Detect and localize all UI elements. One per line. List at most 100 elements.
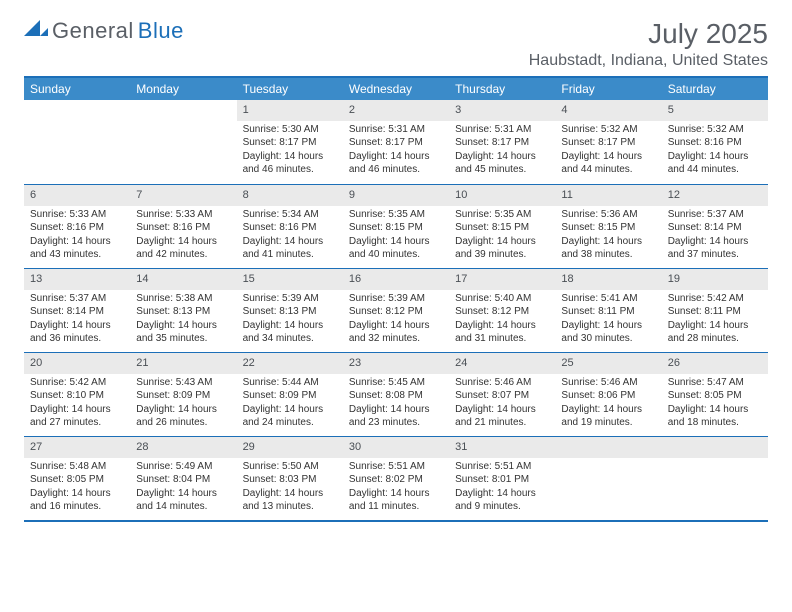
- day-daylight1: Daylight: 14 hours: [349, 150, 443, 164]
- day-number: 18: [555, 268, 661, 290]
- weekday-sunday: Sunday: [24, 78, 130, 100]
- day-sunrise: Sunrise: 5:45 AM: [349, 376, 443, 390]
- day-number: 10: [449, 184, 555, 206]
- day-sunset: Sunset: 8:11 PM: [668, 305, 762, 319]
- day-daylight1: Daylight: 14 hours: [455, 150, 549, 164]
- day-daylight1: Daylight: 14 hours: [30, 319, 124, 333]
- day-daylight2: and 21 minutes.: [455, 416, 549, 430]
- day-sunrise: Sunrise: 5:35 AM: [455, 208, 549, 222]
- calendar-cell: 27Sunrise: 5:48 AMSunset: 8:05 PMDayligh…: [24, 436, 130, 520]
- day-sunset: Sunset: 8:17 PM: [455, 136, 549, 150]
- day-daylight2: and 14 minutes.: [136, 500, 230, 514]
- day-details: Sunrise: 5:30 AMSunset: 8:17 PMDaylight:…: [237, 121, 343, 181]
- day-details: Sunrise: 5:31 AMSunset: 8:17 PMDaylight:…: [449, 121, 555, 181]
- day-sunrise: Sunrise: 5:38 AM: [136, 292, 230, 306]
- weekday-tuesday: Tuesday: [237, 78, 343, 100]
- day-number: 29: [237, 436, 343, 458]
- calendar-cell: 31Sunrise: 5:51 AMSunset: 8:01 PMDayligh…: [449, 436, 555, 520]
- day-daylight2: and 13 minutes.: [243, 500, 337, 514]
- day-sunrise: Sunrise: 5:46 AM: [455, 376, 549, 390]
- day-daylight1: Daylight: 14 hours: [561, 403, 655, 417]
- logo-text-1: General: [52, 18, 134, 44]
- calendar: Sunday Monday Tuesday Wednesday Thursday…: [24, 76, 768, 522]
- day-daylight1: Daylight: 14 hours: [30, 487, 124, 501]
- weekday-saturday: Saturday: [662, 78, 768, 100]
- weekday-header: Sunday Monday Tuesday Wednesday Thursday…: [24, 78, 768, 100]
- day-details: Sunrise: 5:35 AMSunset: 8:15 PMDaylight:…: [449, 206, 555, 266]
- calendar-cell: 8Sunrise: 5:34 AMSunset: 8:16 PMDaylight…: [237, 184, 343, 268]
- day-sunset: Sunset: 8:16 PM: [136, 221, 230, 235]
- day-daylight1: Daylight: 14 hours: [243, 487, 337, 501]
- day-daylight2: and 38 minutes.: [561, 248, 655, 262]
- day-sunrise: Sunrise: 5:46 AM: [561, 376, 655, 390]
- day-sunrise: Sunrise: 5:33 AM: [30, 208, 124, 222]
- day-number: 19: [662, 268, 768, 290]
- day-details: Sunrise: 5:33 AMSunset: 8:16 PMDaylight:…: [24, 206, 130, 266]
- day-daylight1: Daylight: 14 hours: [455, 235, 549, 249]
- day-number: 3: [449, 100, 555, 121]
- day-number: 15: [237, 268, 343, 290]
- day-daylight2: and 32 minutes.: [349, 332, 443, 346]
- day-details: Sunrise: 5:37 AMSunset: 8:14 PMDaylight:…: [24, 290, 130, 350]
- day-sunset: Sunset: 8:13 PM: [243, 305, 337, 319]
- calendar-cell: [555, 436, 661, 520]
- day-sunrise: Sunrise: 5:31 AM: [349, 123, 443, 137]
- day-number: 26: [662, 352, 768, 374]
- day-daylight1: Daylight: 14 hours: [243, 235, 337, 249]
- day-sunset: Sunset: 8:16 PM: [30, 221, 124, 235]
- calendar-cell: [130, 100, 236, 184]
- day-daylight2: and 44 minutes.: [561, 163, 655, 177]
- day-daylight1: Daylight: 14 hours: [349, 487, 443, 501]
- weekday-friday: Friday: [555, 78, 661, 100]
- day-daylight2: and 46 minutes.: [243, 163, 337, 177]
- day-daylight2: and 23 minutes.: [349, 416, 443, 430]
- day-daylight1: Daylight: 14 hours: [136, 403, 230, 417]
- day-number-empty: [555, 436, 661, 458]
- calendar-cell: 16Sunrise: 5:39 AMSunset: 8:12 PMDayligh…: [343, 268, 449, 352]
- day-details: Sunrise: 5:43 AMSunset: 8:09 PMDaylight:…: [130, 374, 236, 434]
- day-sunrise: Sunrise: 5:35 AM: [349, 208, 443, 222]
- day-sunrise: Sunrise: 5:37 AM: [30, 292, 124, 306]
- day-number: 22: [237, 352, 343, 374]
- calendar-cell: 25Sunrise: 5:46 AMSunset: 8:06 PMDayligh…: [555, 352, 661, 436]
- day-daylight1: Daylight: 14 hours: [455, 403, 549, 417]
- day-daylight2: and 16 minutes.: [30, 500, 124, 514]
- day-details: Sunrise: 5:36 AMSunset: 8:15 PMDaylight:…: [555, 206, 661, 266]
- calendar-cell: 21Sunrise: 5:43 AMSunset: 8:09 PMDayligh…: [130, 352, 236, 436]
- day-sunrise: Sunrise: 5:43 AM: [136, 376, 230, 390]
- day-details: Sunrise: 5:39 AMSunset: 8:13 PMDaylight:…: [237, 290, 343, 350]
- day-daylight1: Daylight: 14 hours: [668, 319, 762, 333]
- day-details: Sunrise: 5:32 AMSunset: 8:16 PMDaylight:…: [662, 121, 768, 181]
- day-daylight2: and 35 minutes.: [136, 332, 230, 346]
- day-sunset: Sunset: 8:06 PM: [561, 389, 655, 403]
- weekday-thursday: Thursday: [449, 78, 555, 100]
- day-number: 9: [343, 184, 449, 206]
- day-daylight1: Daylight: 14 hours: [243, 319, 337, 333]
- day-number: 20: [24, 352, 130, 374]
- day-sunset: Sunset: 8:10 PM: [30, 389, 124, 403]
- day-number: 5: [662, 100, 768, 121]
- day-number: 11: [555, 184, 661, 206]
- calendar-cell: 3Sunrise: 5:31 AMSunset: 8:17 PMDaylight…: [449, 100, 555, 184]
- day-number: 17: [449, 268, 555, 290]
- day-sunrise: Sunrise: 5:50 AM: [243, 460, 337, 474]
- day-sunset: Sunset: 8:15 PM: [455, 221, 549, 235]
- day-details: Sunrise: 5:51 AMSunset: 8:01 PMDaylight:…: [449, 458, 555, 518]
- calendar-cell: [24, 100, 130, 184]
- day-sunrise: Sunrise: 5:49 AM: [136, 460, 230, 474]
- calendar-cell: 17Sunrise: 5:40 AMSunset: 8:12 PMDayligh…: [449, 268, 555, 352]
- day-sunset: Sunset: 8:17 PM: [349, 136, 443, 150]
- day-sunset: Sunset: 8:15 PM: [561, 221, 655, 235]
- calendar-cell: 18Sunrise: 5:41 AMSunset: 8:11 PMDayligh…: [555, 268, 661, 352]
- day-number: 16: [343, 268, 449, 290]
- day-details: Sunrise: 5:49 AMSunset: 8:04 PMDaylight:…: [130, 458, 236, 518]
- day-daylight1: Daylight: 14 hours: [30, 403, 124, 417]
- calendar-cell: 22Sunrise: 5:44 AMSunset: 8:09 PMDayligh…: [237, 352, 343, 436]
- day-sunset: Sunset: 8:04 PM: [136, 473, 230, 487]
- day-sunset: Sunset: 8:09 PM: [136, 389, 230, 403]
- day-sunrise: Sunrise: 5:30 AM: [243, 123, 337, 137]
- calendar-cell: 29Sunrise: 5:50 AMSunset: 8:03 PMDayligh…: [237, 436, 343, 520]
- day-details: Sunrise: 5:42 AMSunset: 8:10 PMDaylight:…: [24, 374, 130, 434]
- day-daylight1: Daylight: 14 hours: [668, 403, 762, 417]
- day-daylight2: and 11 minutes.: [349, 500, 443, 514]
